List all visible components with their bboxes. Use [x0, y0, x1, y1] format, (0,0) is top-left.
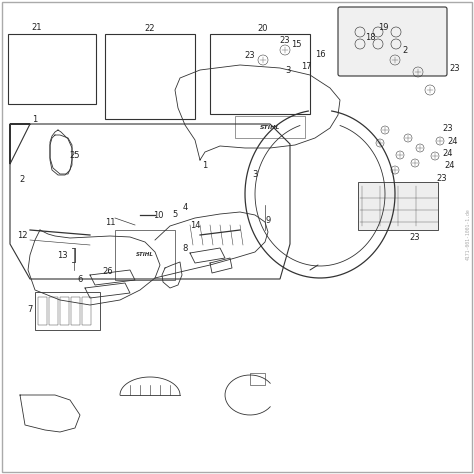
Text: 21: 21	[32, 22, 42, 31]
Bar	[35, 292, 100, 330]
Text: STIHL: STIHL	[136, 253, 154, 257]
Text: STIHL: STIHL	[260, 125, 280, 129]
Bar	[115, 230, 175, 280]
Text: 16: 16	[315, 49, 325, 58]
Text: 14: 14	[190, 220, 200, 229]
Text: 8: 8	[182, 244, 188, 253]
Text: 6: 6	[77, 275, 82, 284]
Text: 2: 2	[402, 46, 408, 55]
Bar	[49, 297, 58, 325]
Bar	[210, 34, 310, 114]
Text: 2: 2	[19, 174, 25, 183]
FancyBboxPatch shape	[338, 7, 447, 76]
Text: 23: 23	[410, 233, 420, 241]
Text: 17: 17	[301, 62, 311, 71]
Text: 7: 7	[27, 306, 33, 315]
Bar	[105, 34, 195, 119]
Text: 13: 13	[57, 250, 67, 259]
Bar	[250, 373, 265, 385]
Text: 4: 4	[182, 202, 188, 211]
Text: 26: 26	[103, 267, 113, 276]
Text: 23: 23	[245, 51, 255, 60]
Text: 24: 24	[445, 161, 455, 170]
Text: 23: 23	[437, 173, 447, 182]
Text: 12: 12	[17, 230, 27, 239]
Text: 18: 18	[365, 33, 375, 42]
Text: 24: 24	[448, 137, 458, 146]
Text: 22: 22	[145, 24, 155, 33]
Text: 3: 3	[285, 65, 291, 74]
Text: 15: 15	[291, 39, 301, 48]
Text: 1: 1	[202, 161, 208, 170]
Bar	[38, 297, 47, 325]
Text: 24: 24	[443, 148, 453, 157]
Text: 5: 5	[173, 210, 178, 219]
Text: 20: 20	[258, 24, 268, 33]
Text: 9: 9	[265, 216, 271, 225]
Bar	[235, 116, 305, 138]
Bar	[71, 297, 80, 325]
Text: 23: 23	[450, 64, 460, 73]
Bar	[358, 182, 438, 230]
Text: 19: 19	[378, 22, 388, 31]
Text: 4171-001-1001-1.de: 4171-001-1001-1.de	[465, 208, 471, 260]
Bar	[82, 297, 91, 325]
Text: 23: 23	[443, 124, 453, 133]
Text: 1: 1	[32, 115, 37, 124]
Text: 25: 25	[70, 151, 80, 159]
Text: 23: 23	[280, 36, 290, 45]
Text: 3: 3	[252, 170, 258, 179]
Bar	[8, 34, 96, 104]
Bar	[60, 297, 69, 325]
Text: 11: 11	[105, 218, 115, 227]
Text: 10: 10	[153, 210, 163, 219]
